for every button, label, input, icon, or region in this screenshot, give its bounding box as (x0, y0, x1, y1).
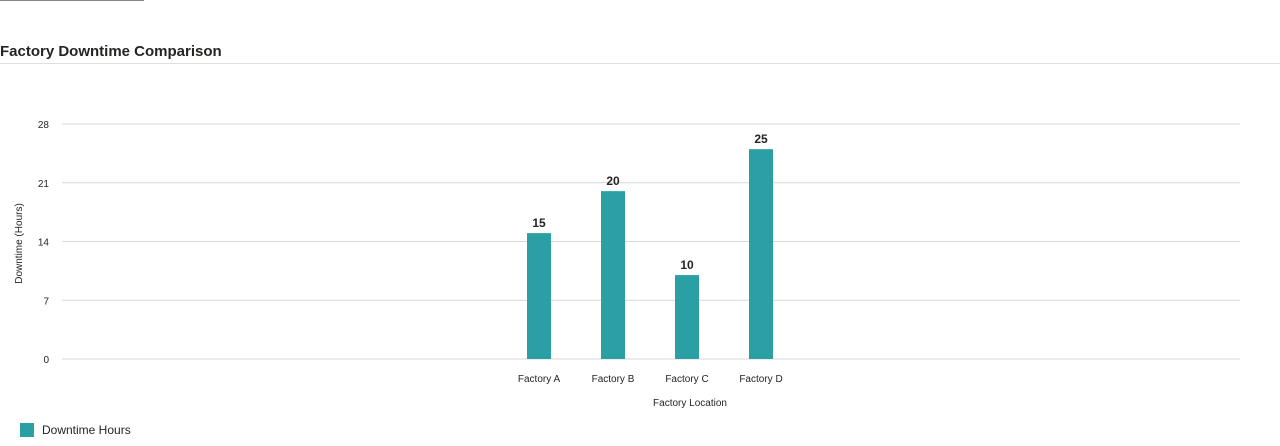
x-tick-label: Factory C (665, 374, 708, 385)
y-tick-label: 14 (38, 238, 50, 249)
bar-factory-c (675, 275, 699, 359)
data-label: 20 (606, 174, 620, 188)
bar-factory-a (527, 233, 551, 359)
data-label: 25 (754, 132, 768, 146)
y-tick-label: 21 (38, 179, 50, 190)
x-axis-title: Factory Location (653, 398, 727, 409)
y-tick-label: 7 (43, 296, 49, 307)
x-tick-label: Factory D (739, 374, 782, 385)
chart-title: Factory Downtime Comparison (0, 43, 222, 60)
bar-factory-b (601, 191, 625, 359)
legend-swatch-downtime-hours (20, 423, 34, 437)
y-axis-title: Downtime (Hours) (14, 203, 25, 284)
x-tick-label: Factory B (592, 374, 635, 385)
y-tick-label: 0 (43, 355, 49, 366)
top-divider-stub (0, 0, 144, 1)
data-label: 10 (680, 258, 694, 272)
x-tick-label: Factory A (518, 374, 561, 385)
legend[interactable]: Downtime Hours (20, 423, 131, 437)
data-label: 15 (532, 216, 546, 230)
legend-label-downtime-hours: Downtime Hours (42, 423, 131, 437)
title-divider (0, 63, 1280, 64)
bar-factory-d (749, 149, 773, 359)
y-tick-label: 28 (38, 120, 50, 131)
